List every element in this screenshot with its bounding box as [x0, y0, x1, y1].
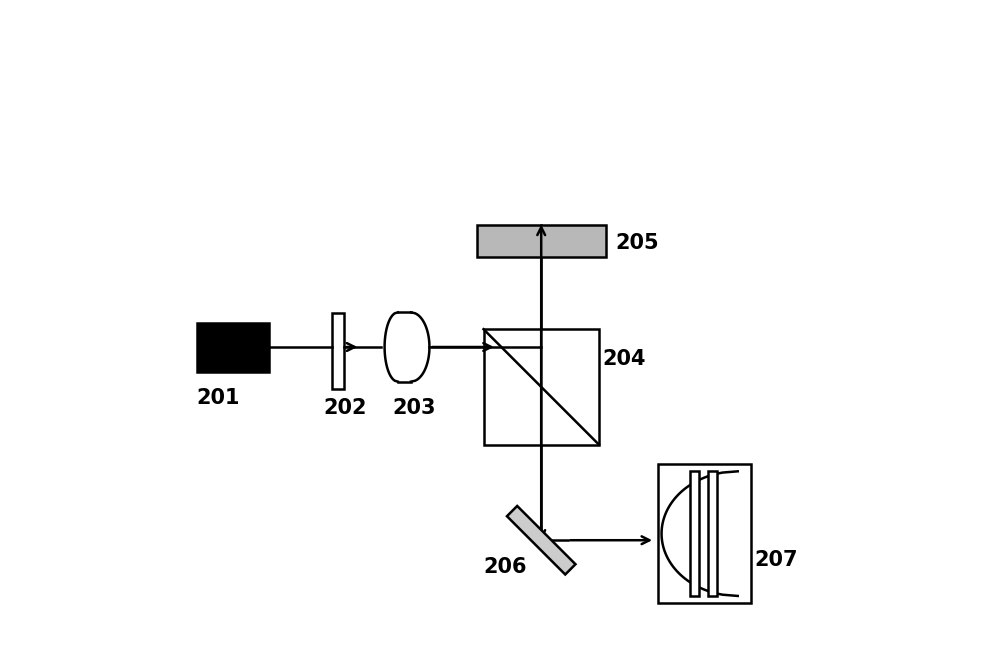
Bar	[658, 464, 751, 603]
Polygon shape	[507, 506, 575, 575]
Bar	[484, 329, 599, 445]
Bar	[332, 313, 344, 388]
Bar	[690, 471, 699, 596]
Text: 205: 205	[615, 233, 659, 253]
Text: 203: 203	[393, 398, 436, 418]
Text: 206: 206	[484, 557, 527, 577]
Text: 207: 207	[754, 550, 797, 570]
Bar	[477, 225, 606, 257]
Text: 202: 202	[323, 398, 367, 418]
Bar	[197, 323, 269, 372]
Text: 201: 201	[197, 388, 240, 408]
Bar	[708, 471, 717, 596]
Text: 204: 204	[602, 349, 646, 369]
